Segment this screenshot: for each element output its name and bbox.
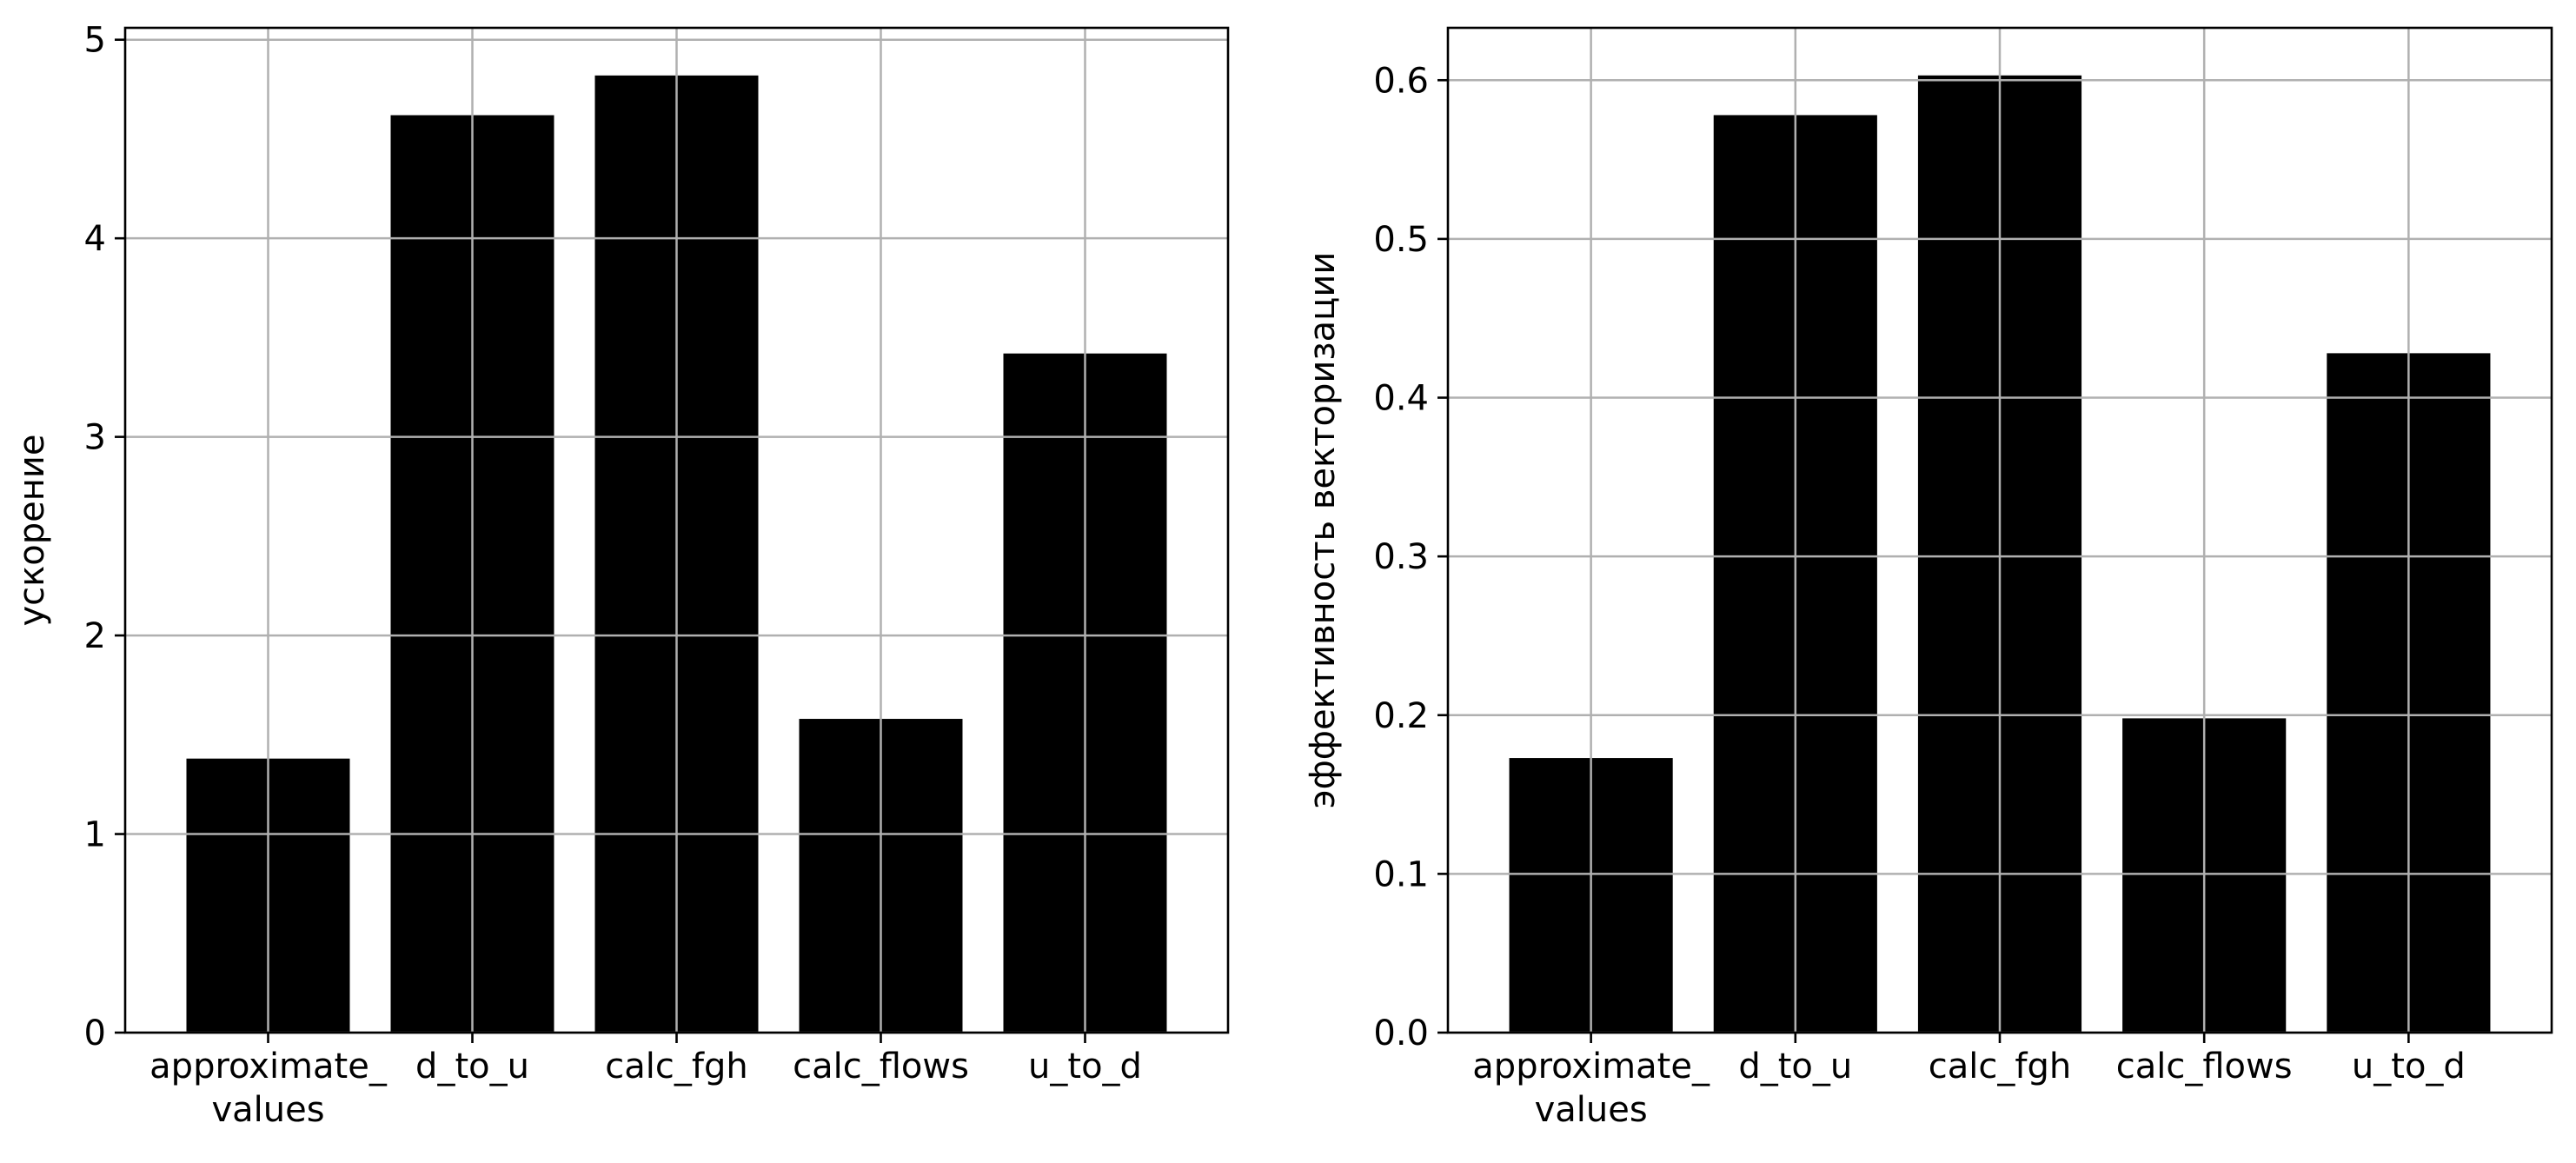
y-tick-label: 0	[84, 1013, 106, 1053]
x-tick-label: approximate_ values	[149, 1047, 388, 1130]
y-axis: 0 1 2 3 4 5	[84, 21, 125, 1053]
y-tick-label: 2	[84, 616, 106, 656]
x-tick-label: d_to_u	[415, 1047, 529, 1087]
vectorization-efficiency-chart-panel: 0.0 0.1 0.2 0.3 0.4 0.5 0.6 approximate_ values d…	[1303, 26, 2553, 1130]
y-axis: 0.0 0.1 0.2 0.3 0.4 0.5 0.6	[1373, 61, 1448, 1053]
y-axis-label: ускорение	[12, 434, 52, 626]
y-tick-label: 0.5	[1373, 220, 1429, 260]
y-tick-label: 4	[84, 219, 106, 259]
y-axis-label: эффективность векторизации	[1303, 252, 1343, 809]
x-tick-label: calc_fgh	[605, 1047, 747, 1087]
y-tick-label: 0.4	[1373, 379, 1429, 419]
x-tick-label: calc_fgh	[1929, 1047, 2071, 1087]
y-tick-label: 0.6	[1373, 61, 1429, 101]
x-tick-label: u_to_d	[1028, 1047, 1142, 1087]
y-tick-label: 0.2	[1373, 696, 1429, 736]
y-tick-label: 0.1	[1373, 854, 1429, 894]
speedup-chart-panel: 0 1 2 3 4 5 approximate_ values d_to_u calc_fgh ca…	[12, 21, 1230, 1130]
x-tick-label: d_to_u	[1738, 1047, 1852, 1087]
x-tick-label: calc_flows	[2116, 1047, 2293, 1087]
y-tick-label: 1	[84, 815, 106, 855]
x-tick-label: calc_flows	[793, 1047, 969, 1087]
y-tick-label: 5	[84, 21, 106, 61]
x-tick-label: approximate_ values	[1472, 1047, 1710, 1130]
y-tick-label: 0.0	[1373, 1013, 1429, 1053]
x-axis: approximate_ values d_to_u calc_fgh calc_flo…	[149, 1033, 1142, 1130]
y-tick-label: 3	[84, 418, 106, 458]
x-tick-label: u_to_d	[2352, 1047, 2466, 1087]
y-tick-label: 0.3	[1373, 537, 1429, 577]
x-axis: approximate_ values d_to_u calc_fgh calc_flo…	[1472, 1033, 2466, 1130]
